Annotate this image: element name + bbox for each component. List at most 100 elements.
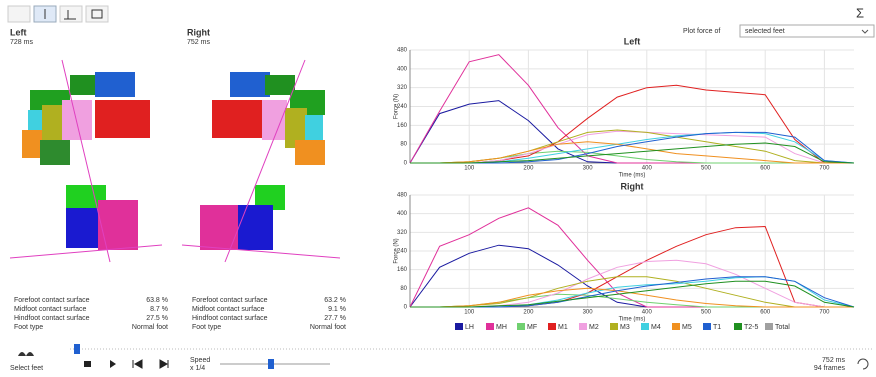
stat-label: Midfoot contact surface bbox=[14, 306, 86, 313]
x-tick-label: 200 bbox=[523, 166, 534, 172]
y-tick-label: 480 bbox=[397, 193, 408, 199]
y-tick-label: 320 bbox=[397, 230, 408, 236]
legend-swatch bbox=[486, 323, 494, 330]
x-axis-label: Time (ms) bbox=[619, 173, 646, 179]
legend-label: LH bbox=[465, 324, 474, 331]
x-tick-label: 400 bbox=[642, 310, 653, 316]
select-feet-label[interactable]: Select feet bbox=[10, 365, 43, 372]
y-tick-label: 160 bbox=[397, 267, 408, 273]
stat-label: Foot type bbox=[14, 324, 43, 331]
y-tick-label: 80 bbox=[400, 142, 407, 148]
dropdown-label: Plot force of bbox=[683, 28, 720, 35]
x-tick-label: 300 bbox=[583, 310, 594, 316]
app-window: Σ Left 728 ms Right 752 ms Forefoot cont… bbox=[0, 0, 876, 372]
legend-swatch bbox=[610, 323, 618, 330]
stat-label: Forefoot contact surface bbox=[192, 297, 268, 304]
y-tick-label: 80 bbox=[400, 286, 407, 292]
stat-value: 27.7 % bbox=[324, 315, 346, 322]
play-button[interactable] bbox=[110, 360, 116, 368]
dropdown-value: selected feet bbox=[745, 28, 785, 35]
legend-swatch bbox=[734, 323, 742, 330]
legend-label: M3 bbox=[620, 324, 630, 331]
legend-label: MF bbox=[527, 324, 537, 331]
legend-swatch bbox=[641, 323, 649, 330]
stat-label: Hindfoot contact surface bbox=[192, 315, 268, 322]
y-axis-label: Force (N) bbox=[394, 94, 400, 119]
y-tick-label: 400 bbox=[397, 211, 408, 217]
time-readout: 752 ms bbox=[822, 357, 845, 364]
series-line bbox=[410, 85, 854, 163]
legend-swatch bbox=[548, 323, 556, 330]
stat-label: Foot type bbox=[192, 324, 221, 331]
select-feet-icon[interactable] bbox=[18, 352, 34, 356]
series-line bbox=[410, 277, 854, 307]
series-line bbox=[410, 245, 854, 307]
x-tick-label: 400 bbox=[642, 166, 653, 172]
left-foot-map bbox=[10, 60, 162, 262]
next-button[interactable] bbox=[160, 360, 168, 368]
y-tick-label: 0 bbox=[404, 161, 408, 167]
x-tick-label: 100 bbox=[464, 166, 475, 172]
y-tick-label: 0 bbox=[404, 305, 408, 311]
x-axis-label: Time (ms) bbox=[619, 317, 646, 323]
foot-duration: 752 ms bbox=[187, 39, 210, 46]
legend-label: MH bbox=[496, 324, 507, 331]
series-line bbox=[410, 277, 854, 307]
view-button[interactable] bbox=[86, 6, 108, 22]
y-tick-label: 400 bbox=[397, 66, 408, 72]
x-tick-label: 500 bbox=[701, 166, 712, 172]
foot-title: Right bbox=[187, 27, 210, 37]
view-button[interactable] bbox=[60, 6, 82, 22]
chart-title: Right bbox=[621, 181, 644, 191]
stat-value: 63.2 % bbox=[324, 297, 346, 304]
speed-handle[interactable] bbox=[268, 359, 274, 369]
stat-value: 63.8 % bbox=[146, 297, 168, 304]
series-line bbox=[410, 227, 854, 308]
speed-label: Speed bbox=[190, 357, 210, 364]
y-axis-label: Force (N) bbox=[394, 238, 400, 263]
y-tick-label: 160 bbox=[397, 123, 408, 129]
stat-label: Midfoot contact surface bbox=[192, 306, 264, 313]
legend-swatch bbox=[765, 323, 773, 330]
series-line bbox=[410, 281, 854, 307]
stat-label: Forefoot contact surface bbox=[14, 297, 90, 304]
chart-title: Left bbox=[624, 36, 641, 46]
legend-label: M5 bbox=[682, 324, 692, 331]
toolbar bbox=[8, 6, 108, 22]
right-foot-map bbox=[182, 60, 340, 262]
foot-title: Left bbox=[10, 27, 27, 37]
legend-swatch bbox=[672, 323, 680, 330]
legend-swatch bbox=[579, 323, 587, 330]
stat-value: Normal foot bbox=[132, 324, 168, 331]
stat-value: 9.1 % bbox=[328, 306, 346, 313]
legend-label: T1 bbox=[713, 324, 721, 331]
x-tick-label: 600 bbox=[760, 166, 771, 172]
legend-swatch bbox=[517, 323, 525, 330]
stats-table: Forefoot contact surface 63.8 % Forefoot c… bbox=[14, 297, 346, 331]
legend-label: M4 bbox=[651, 324, 661, 331]
x-tick-label: 300 bbox=[583, 166, 594, 172]
foot-duration: 728 ms bbox=[10, 39, 33, 46]
speed-value: x 1/4 bbox=[190, 365, 205, 372]
stop-button[interactable] bbox=[84, 361, 91, 367]
sum-button[interactable]: Σ bbox=[856, 5, 864, 20]
legend-label: T2-5 bbox=[744, 324, 759, 331]
legend-swatch bbox=[455, 323, 463, 330]
loop-button[interactable] bbox=[858, 359, 868, 369]
legend-label: Total bbox=[775, 324, 790, 331]
series-line bbox=[410, 277, 854, 307]
y-tick-label: 480 bbox=[397, 48, 408, 54]
x-tick-label: 700 bbox=[819, 310, 830, 316]
stat-value: 27.5 % bbox=[146, 315, 168, 322]
timeline-handle[interactable] bbox=[74, 344, 80, 354]
x-tick-label: 500 bbox=[701, 310, 712, 316]
prev-button[interactable] bbox=[133, 360, 142, 368]
series-line bbox=[410, 143, 854, 163]
view-button[interactable] bbox=[8, 6, 30, 22]
legend-swatch bbox=[703, 323, 711, 330]
legend-label: M2 bbox=[589, 324, 599, 331]
x-tick-label: 600 bbox=[760, 310, 771, 316]
frame-readout: 94 frames bbox=[814, 365, 846, 372]
y-tick-label: 320 bbox=[397, 85, 408, 91]
